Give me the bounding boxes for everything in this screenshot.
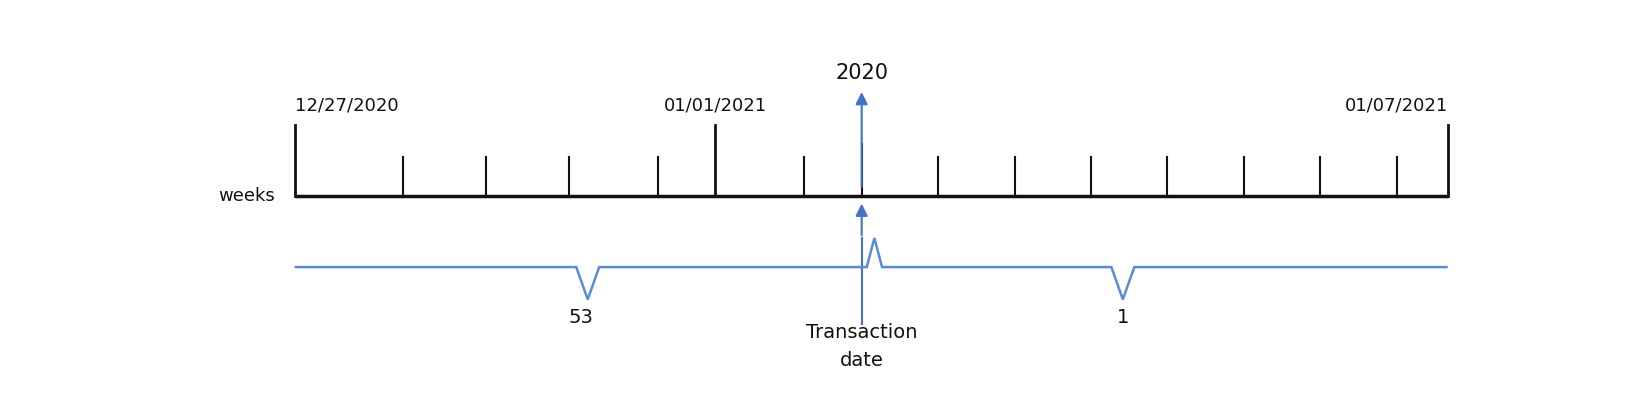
Text: weeks: weeks [219, 187, 275, 205]
Text: 01/07/2021: 01/07/2021 [1345, 96, 1448, 114]
Text: 01/01/2021: 01/01/2021 [664, 96, 766, 114]
Text: 1: 1 [1116, 308, 1129, 327]
Text: 12/27/2020: 12/27/2020 [294, 96, 398, 114]
Text: 2020: 2020 [835, 63, 888, 83]
Text: 53: 53 [569, 308, 593, 327]
Text: Transaction
date: Transaction date [806, 323, 917, 370]
